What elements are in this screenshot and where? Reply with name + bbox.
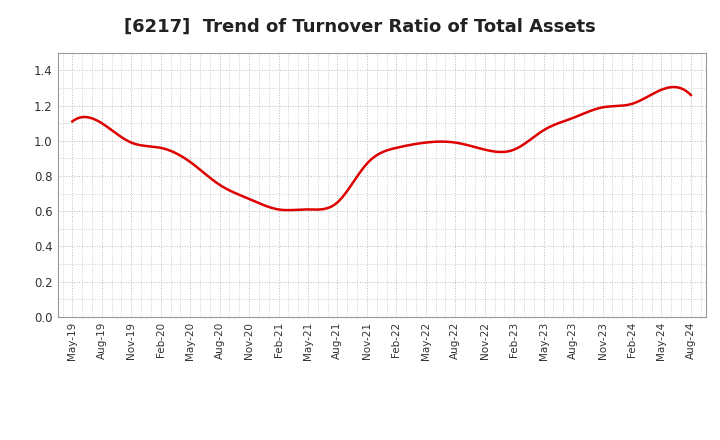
Text: [6217]  Trend of Turnover Ratio of Total Assets: [6217] Trend of Turnover Ratio of Total … [124,18,596,36]
